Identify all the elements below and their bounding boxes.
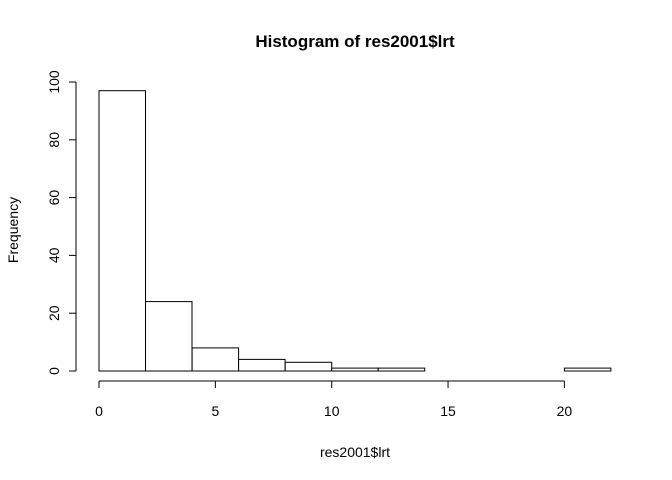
y-tick-label-5: 100 xyxy=(46,70,62,94)
histogram-bar-5 xyxy=(331,367,379,372)
y-tick-label-4: 80 xyxy=(46,132,62,148)
x-tick-label-4: 20 xyxy=(557,403,573,419)
histogram-bar-6 xyxy=(377,367,426,372)
y-axis: 0 20 40 60 80 100 xyxy=(46,70,77,375)
histogram-bars xyxy=(98,90,612,372)
x-tick-label-2: 10 xyxy=(324,403,340,419)
y-tick-label-1: 20 xyxy=(46,305,62,321)
histogram-bar-4 xyxy=(284,361,333,372)
x-axis-label: res2001$lrt xyxy=(320,444,390,460)
histogram-bar-1 xyxy=(145,301,193,372)
histogram-bar-3 xyxy=(238,358,286,372)
x-tick-label-3: 15 xyxy=(440,403,456,419)
x-tick-label-0: 0 xyxy=(95,403,103,419)
histogram-bar-2 xyxy=(191,347,240,372)
chart-title: Histogram of res2001$lrt xyxy=(255,32,455,51)
x-axis: 0 5 10 15 20 xyxy=(95,380,573,419)
y-tick-label-2: 40 xyxy=(46,247,62,263)
y-tick-label-0: 0 xyxy=(46,367,62,375)
histogram-bar-0 xyxy=(98,90,146,372)
y-tick-label-3: 60 xyxy=(46,190,62,206)
histogram-bar-10 xyxy=(563,367,612,372)
x-tick-label-1: 5 xyxy=(211,403,219,419)
y-axis-label: Frequency xyxy=(5,197,21,263)
